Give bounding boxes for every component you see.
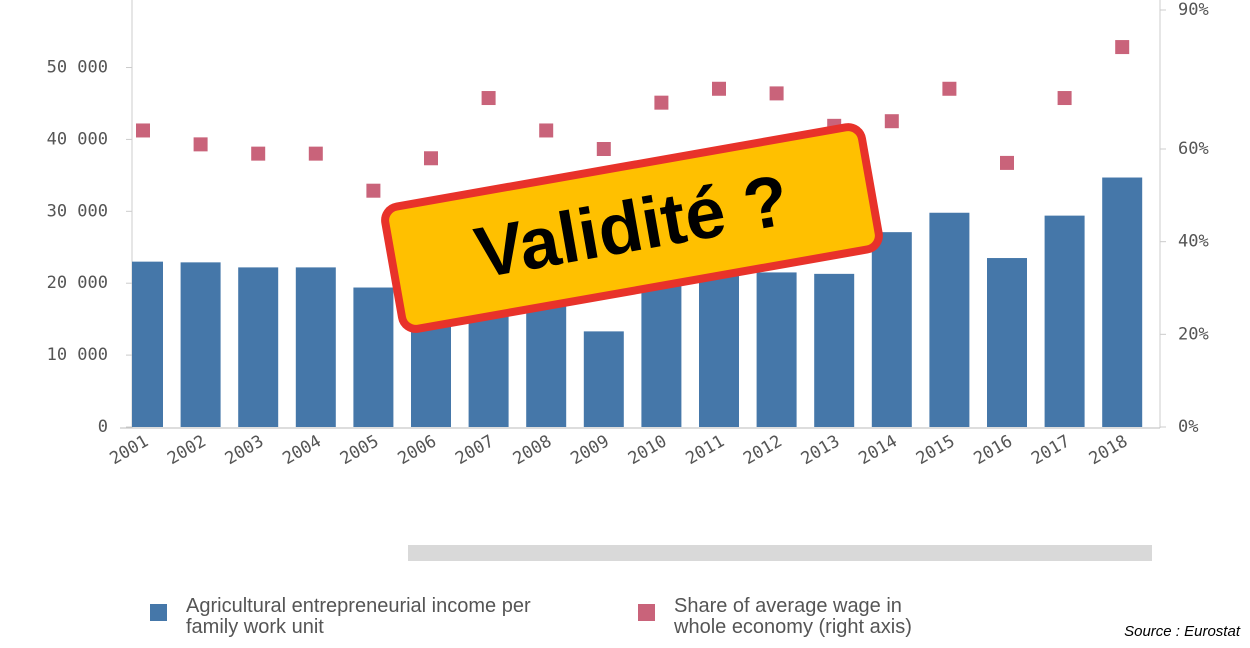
source: Source : Eurostat <box>1124 623 1241 640</box>
y2-tick-label: 0% <box>1178 417 1198 437</box>
x-tick-label: 2001 <box>107 431 152 469</box>
point <box>942 81 957 96</box>
x-tick-label: 2017 <box>1028 431 1073 469</box>
y-tick-label: 50 000 <box>47 58 108 78</box>
point <box>424 151 438 166</box>
scrollbar[interactable] <box>408 545 1152 561</box>
x-tick-label: 2004 <box>279 431 324 469</box>
y-tick-label: 40 000 <box>47 129 108 149</box>
x-tick-label: 2006 <box>395 431 440 469</box>
point <box>481 91 496 106</box>
x-tick-label: 2014 <box>855 431 900 469</box>
legend-label: Agricultural entrepreneurial income per f… <box>186 595 531 638</box>
annotation-box: Validité ? <box>381 123 883 333</box>
y-tick-label: 30 000 <box>47 201 108 221</box>
bar <box>699 276 739 427</box>
point <box>136 123 150 138</box>
bar <box>132 261 163 427</box>
point <box>884 114 899 129</box>
x-tick-label: 2008 <box>510 431 555 469</box>
bar <box>814 273 855 427</box>
bar <box>1102 177 1143 427</box>
x-tick-label: 2012 <box>740 431 785 469</box>
legend-swatch <box>638 604 655 621</box>
y-tick-label: 10 000 <box>47 345 108 365</box>
plot-area <box>132 40 1143 427</box>
y-tick-label: 20 000 <box>47 273 108 293</box>
y-tick-label: 0 <box>98 417 108 437</box>
x-tick-label: 2015 <box>913 431 958 469</box>
point <box>769 86 784 101</box>
annotation-background <box>381 123 883 333</box>
x-tick-label: 2007 <box>452 431 497 469</box>
point <box>366 183 381 198</box>
point <box>193 137 208 152</box>
x-tick-label: 2003 <box>222 431 267 469</box>
y2-tick-label: 20% <box>1178 324 1209 344</box>
x-tick-label: 2013 <box>798 431 843 469</box>
point <box>712 81 726 96</box>
x-tick-label: 2011 <box>683 431 728 469</box>
point <box>654 95 669 110</box>
point <box>1057 91 1072 106</box>
point <box>539 123 554 138</box>
bar <box>756 272 797 427</box>
point <box>1115 40 1130 55</box>
bar <box>1044 215 1085 427</box>
x-tick-label: 2018 <box>1086 431 1131 469</box>
x-tick-label: 2002 <box>164 431 209 469</box>
y2-tick-label: 60% <box>1178 139 1209 159</box>
bar <box>180 262 221 427</box>
legend-label: Share of average wage in whole economy (r… <box>673 595 912 638</box>
bar <box>929 212 970 427</box>
y2-tick-label: 90% <box>1178 0 1209 20</box>
bar <box>238 267 279 427</box>
bar <box>526 290 567 427</box>
bar <box>987 258 1027 427</box>
x-tick-label: 2010 <box>625 431 670 469</box>
legend-swatch <box>150 604 167 621</box>
bar <box>583 331 624 427</box>
x-tick-label: 2016 <box>971 431 1016 469</box>
legend: Agricultural entrepreneurial income per f… <box>150 595 912 638</box>
point <box>251 146 266 161</box>
point <box>1000 155 1014 170</box>
x-tick-label: 2005 <box>337 431 382 469</box>
point <box>596 142 611 156</box>
bar <box>353 287 394 427</box>
bar <box>871 232 912 427</box>
point <box>308 146 323 161</box>
y2-tick-label: 40% <box>1178 232 1209 252</box>
x-tick-label: 2009 <box>567 431 612 469</box>
bar <box>295 267 336 427</box>
bar <box>641 283 682 427</box>
